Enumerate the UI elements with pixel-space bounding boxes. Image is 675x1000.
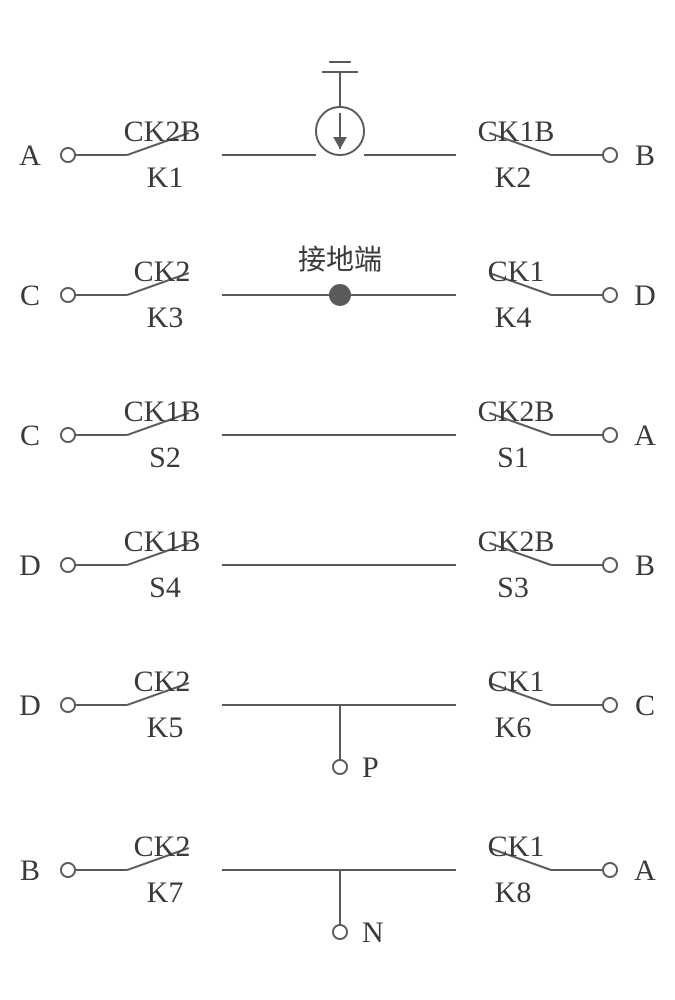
r5-left-term-label: D [19, 689, 41, 722]
r2-sw-right-top-label: CK1 [488, 255, 545, 288]
r6-tap-label: N [362, 916, 384, 949]
r5-sw-left-top-label: CK2 [134, 665, 191, 698]
r1-right-term-label: B [635, 139, 655, 172]
r2-right-term-label: D [634, 279, 656, 312]
r5-tap-label: P [362, 751, 379, 784]
r3-left-term-label: C [20, 419, 40, 452]
r3-sw-right-bot-label: S1 [497, 441, 529, 474]
r2-left-term-label: C [20, 279, 40, 312]
r5-sw-right-top-label: CK1 [488, 665, 545, 698]
r2-sw-left-bot-label: K3 [147, 301, 184, 334]
r6-sw-right-top-label: CK1 [488, 830, 545, 863]
r1-sw-left-top-label: CK2B [124, 115, 201, 148]
r4-sw-right-top-label: CK2B [478, 525, 555, 558]
r4-right-term-label: B [635, 549, 655, 582]
r3-sw-left-bot-label: S2 [149, 441, 181, 474]
r5-sw-left-bot-label: K5 [147, 711, 184, 744]
r4-sw-right-bot-label: S3 [497, 571, 529, 604]
r5-sw-right-bot-label: K6 [495, 711, 532, 744]
r4-sw-left-top-label: CK1B [124, 525, 201, 558]
r2-sw-left-top-label: CK2 [134, 255, 191, 288]
r6-sw-left-bot-label: K7 [147, 876, 184, 909]
r2-center-label: 接地端 [298, 244, 382, 276]
r5-right-term-label: C [635, 689, 655, 722]
r6-sw-left-top-label: CK2 [134, 830, 191, 863]
r6-left-term-label: B [20, 854, 40, 887]
r1-cs-arrow [333, 137, 347, 149]
r1-sw-right-top-label: CK1B [478, 115, 555, 148]
r2-sw-right-bot-label: K4 [495, 301, 532, 334]
r6-sw-right-bot-label: K8 [495, 876, 532, 909]
circuit-diagram: ABCK2BK1CK1BK2CDCK2K3CK1K4接地端CACK1BS2CK2… [0, 0, 675, 1000]
r4-sw-left-bot-label: S4 [149, 571, 181, 604]
r1-sw-right-bot-label: K2 [495, 161, 532, 194]
r4-left-term-label: D [19, 549, 41, 582]
r6-right-term-label: A [634, 854, 656, 887]
r3-sw-left-top-label: CK1B [124, 395, 201, 428]
r1-sw-left-bot-label: K1 [147, 161, 184, 194]
r1-left-term-label: A [19, 139, 41, 172]
r3-right-term-label: A [634, 419, 656, 452]
r3-sw-right-top-label: CK2B [478, 395, 555, 428]
